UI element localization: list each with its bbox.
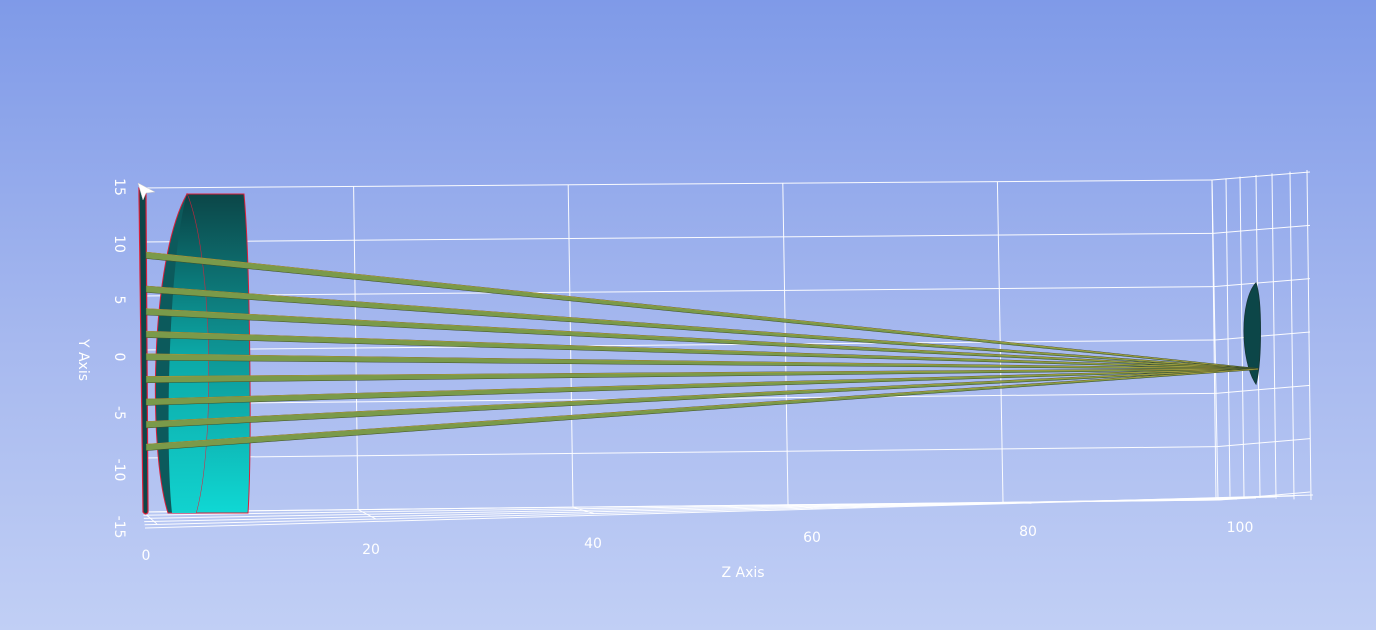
y-tick-label: 15: [111, 178, 127, 196]
cursor-icon: [137, 182, 156, 201]
grid-line-floor-depth: [357, 509, 376, 520]
grid-line-horizontal: [140, 339, 1216, 351]
grid-line-horizontal: [139, 232, 1214, 243]
grid-line-horizontal: [142, 446, 1218, 459]
z-tick-label: 20: [362, 542, 380, 558]
z-tick-label: 80: [1019, 524, 1037, 540]
biconvex-lens-inner-face: [168, 194, 209, 513]
light-ray-edge: [145, 330, 1259, 370]
grid-line-depth-horizontal: [1214, 331, 1311, 341]
light-ray-edge: [145, 285, 1259, 370]
light-ray: [145, 368, 1259, 451]
grid-line-floor-depth: [1217, 497, 1251, 501]
light-ray-edge: [145, 368, 1259, 422]
thin-front-lens: [138, 187, 149, 515]
grid-line-depth-horizontal: [1216, 438, 1311, 448]
grid-line-floor-depth: [572, 506, 595, 515]
y-tick-label: 10: [111, 235, 127, 253]
z-tick-label: 40: [584, 536, 602, 552]
light-ray-edge: [145, 251, 1259, 370]
grid-line-depth: [1239, 176, 1245, 498]
y-tick-label: -15: [111, 516, 127, 539]
grid-line-depth-horizontal: [1213, 278, 1311, 288]
ray-bundle: [145, 251, 1259, 451]
y-tick-label: 5: [111, 296, 127, 305]
y-tick-label: -5: [111, 406, 127, 420]
lens-group: [138, 187, 1261, 515]
z-tick-label: 100: [1227, 520, 1254, 536]
grid-lines: [138, 169, 1314, 529]
axis-labels: Z Axis Y Axis: [75, 338, 765, 581]
z-tick-label: 0: [142, 548, 151, 564]
grid-line-depth: [1306, 169, 1312, 501]
grid-line-floor-depth: [1002, 501, 1032, 504]
tick-labels: 0 20 40 60 80 100 15 10 5 0 -5 -10 -15: [111, 178, 1253, 564]
y-tick-label: -10: [111, 459, 127, 482]
grid-line-depth: [1225, 178, 1231, 497]
light-ray-edge: [145, 368, 1259, 377]
grid-line-horizontal: [138, 179, 1213, 189]
grid-line-floor: [144, 494, 1314, 529]
light-ray-edge: [145, 353, 1259, 370]
grid-line-depth: [1211, 179, 1217, 501]
light-ray-edge: [145, 368, 1259, 400]
z-axis-title: Z Axis: [721, 565, 764, 581]
grid-line-depth: [1289, 171, 1295, 500]
grid-line-depth-horizontal: [1211, 171, 1311, 181]
y-tick-label: 0: [111, 353, 127, 362]
z-tick-label: 60: [803, 530, 821, 546]
light-ray-edge: [145, 308, 1259, 370]
detector-lens: [1243, 282, 1261, 386]
grid-line-depth: [1271, 173, 1277, 499]
grid-line-floor-depth: [787, 504, 813, 509]
grid-line-depth-horizontal: [1215, 384, 1311, 394]
light-ray-edge: [145, 368, 1259, 445]
y-axis-title: Y Axis: [75, 338, 91, 381]
grid-line-depth-horizontal: [1212, 224, 1311, 234]
grid-line-horizontal: [140, 286, 1215, 297]
